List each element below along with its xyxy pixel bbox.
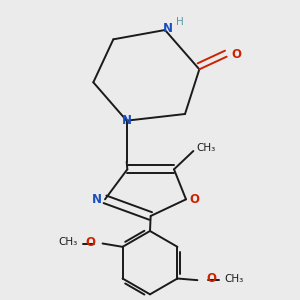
Text: CH₃: CH₃ [58,237,78,247]
Text: N: N [163,22,173,35]
Text: N: N [122,114,132,127]
Text: O: O [85,236,95,249]
Text: CH₃: CH₃ [196,143,215,153]
Text: O: O [231,49,241,62]
Text: H: H [176,17,184,27]
Text: O: O [189,193,199,206]
Text: CH₃: CH₃ [225,274,244,284]
Text: N: N [92,193,102,206]
Text: O: O [206,272,216,285]
